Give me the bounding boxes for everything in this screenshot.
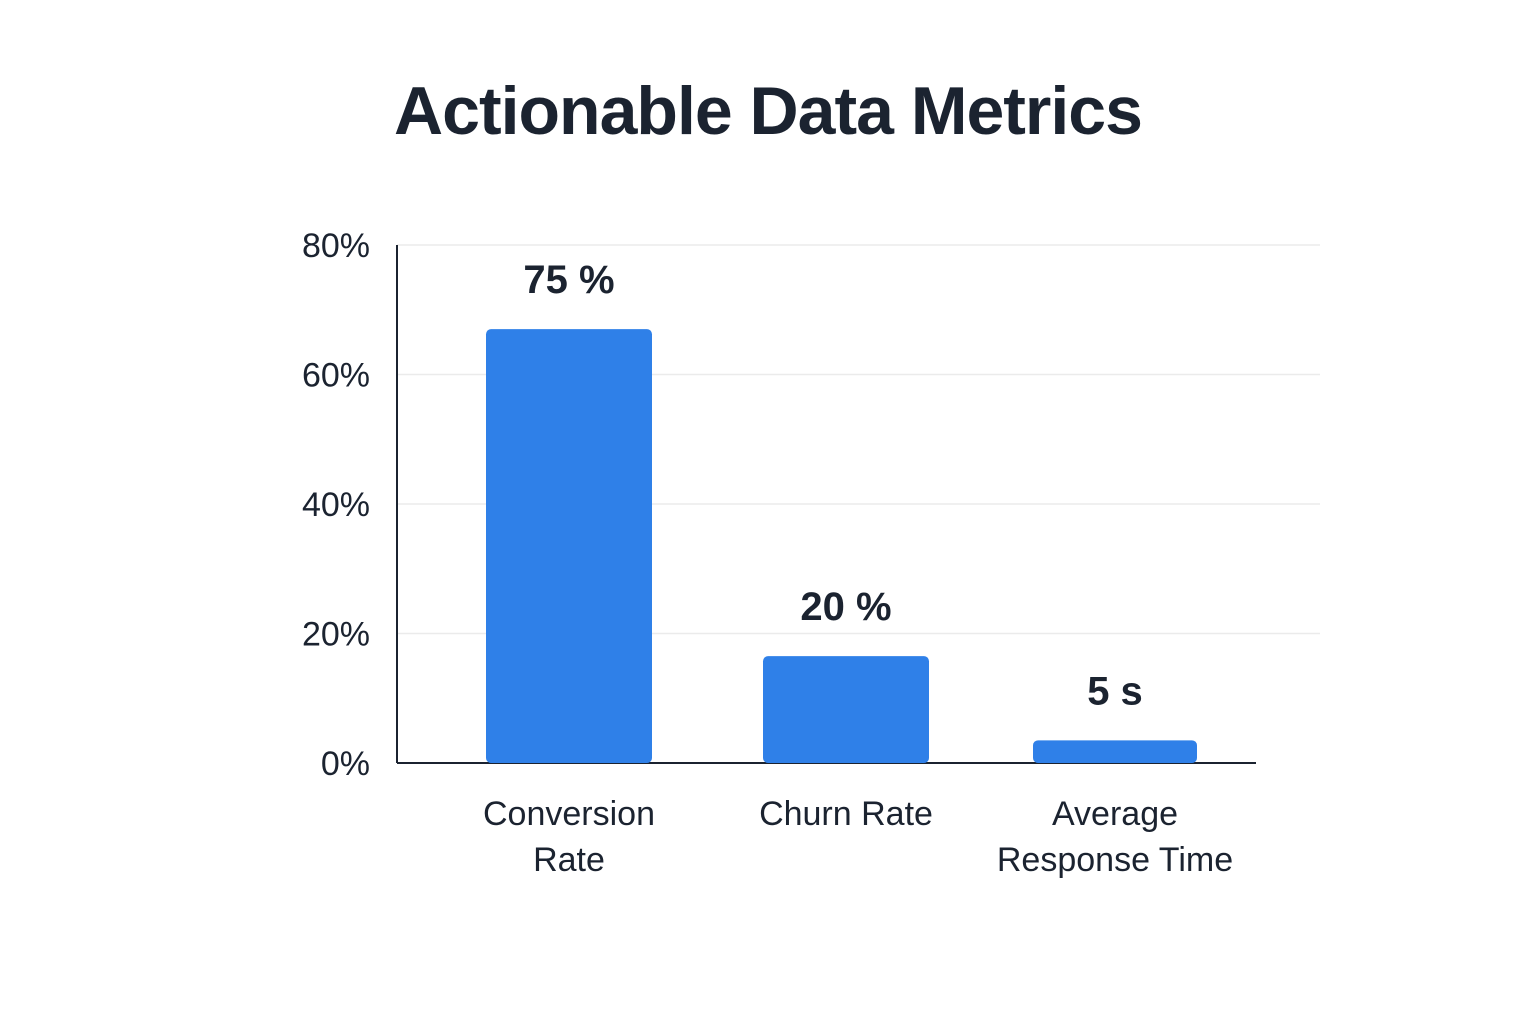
y-tick-label: 0% xyxy=(321,745,370,783)
x-tick-label: Rate xyxy=(533,841,605,879)
data-label: 5 s xyxy=(1087,669,1143,713)
chart-title: Actionable Data Metrics xyxy=(394,73,1143,149)
x-tick-label: Churn Rate xyxy=(759,795,933,833)
data-label: 75 % xyxy=(523,258,614,302)
x-tick-label: Conversion xyxy=(483,795,655,833)
x-tick-label: Average xyxy=(1052,795,1178,833)
x-tick-label: Response Time xyxy=(997,841,1233,879)
y-tick-label: 20% xyxy=(302,616,370,654)
bar xyxy=(763,656,929,763)
y-tick-label: 80% xyxy=(302,227,370,265)
y-tick-label: 60% xyxy=(302,357,370,395)
data-label: 20 % xyxy=(800,585,891,629)
y-tick-label: 40% xyxy=(302,486,370,524)
bar xyxy=(486,329,652,763)
bar xyxy=(1033,740,1197,763)
